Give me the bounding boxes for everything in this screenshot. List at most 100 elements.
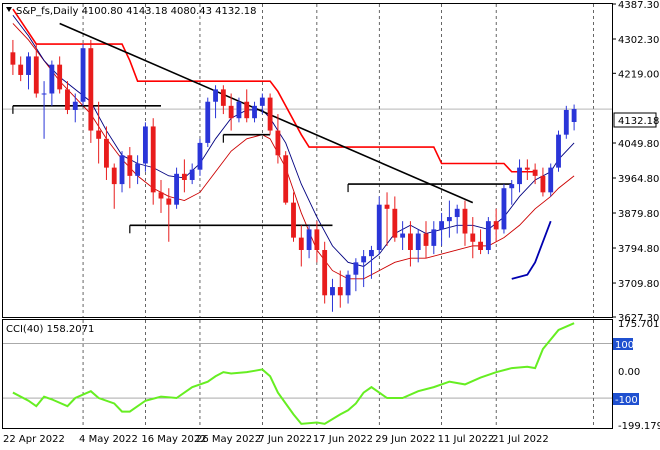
symbol-header: S&P_fs,Daily 4100.80 4143.18 4080.43 413… (16, 6, 257, 17)
candle-body (174, 173, 179, 205)
candle-body (158, 192, 164, 199)
candle-body (524, 167, 530, 170)
cci-badge-100-label: 100 (615, 340, 634, 351)
last-price-label: 4132.18 (618, 116, 659, 127)
price-tick-label: 4387.30 (618, 0, 659, 11)
time-label: 17 Jun 2022 (313, 434, 373, 445)
price-tick-label: 3879.80 (618, 209, 659, 220)
signal-line (511, 220, 552, 280)
candle-body (548, 167, 554, 193)
cci-label: CCI(40) 158.2071 (6, 324, 94, 335)
price-tick-label: 3709.80 (618, 279, 659, 290)
candle-body (135, 163, 141, 176)
price-tick-label: 3627.30 (618, 313, 659, 324)
candle-body (127, 155, 133, 176)
candle-body (220, 89, 226, 106)
candle-body (244, 101, 250, 119)
time-label: 16 May 2022 (141, 434, 206, 445)
candle-body (213, 89, 218, 102)
time-label: 21 Jul 2022 (492, 434, 549, 445)
candle-body (493, 221, 499, 230)
candle-body (361, 256, 367, 263)
candle-body (65, 89, 70, 110)
candle-body (10, 52, 16, 65)
candle-body (283, 155, 289, 203)
candle-body (236, 101, 242, 119)
time-label: 11 Jul 2022 (438, 434, 495, 445)
cci-badge-100 (613, 338, 633, 350)
candle-body (189, 169, 195, 180)
candle-body (408, 233, 413, 250)
candle-body (501, 188, 507, 230)
candle-body (252, 105, 257, 119)
candle-body (228, 105, 234, 119)
candle-body (532, 169, 538, 176)
candle-body (353, 262, 359, 275)
candle-body (181, 173, 187, 180)
candle-body (49, 64, 55, 94)
candle-body (26, 56, 31, 75)
candle-body (376, 204, 382, 250)
candle-body (267, 97, 273, 131)
time-label: 4 May 2022 (79, 434, 138, 445)
candle-body (298, 237, 304, 250)
price-tick-label: 3964.80 (618, 174, 659, 185)
time-label: 29 Jun 2022 (375, 434, 435, 445)
candle-body (509, 184, 515, 189)
candle-body (470, 233, 476, 242)
candle-body (431, 229, 437, 246)
candle-body (306, 229, 312, 250)
candle-body (259, 97, 265, 106)
cci-tick-label: -199.1796 (618, 421, 660, 432)
candle-body (478, 241, 483, 250)
cci-badge-minus100 (613, 393, 639, 405)
candle-body (384, 204, 390, 209)
candle-body (485, 221, 491, 250)
candle-body (41, 93, 47, 95)
candle-body (72, 101, 78, 110)
candlesticks (10, 39, 577, 312)
candle-body (150, 126, 156, 193)
candle-body (556, 134, 561, 168)
price-tick-label: 4302.30 (618, 35, 659, 46)
candle-body (517, 167, 522, 185)
time-label: 26 May 2022 (196, 434, 261, 445)
indicator-lines (12, 8, 575, 280)
candle-body (314, 229, 320, 250)
candle-body (291, 202, 296, 238)
candle-body (540, 175, 546, 193)
candle-body (571, 109, 577, 122)
candle-body (96, 130, 102, 139)
last-price-badge (613, 112, 657, 128)
cci-tick-label: 175.7017 (618, 319, 660, 330)
price-tick-label: 3794.80 (618, 244, 659, 255)
candle-body (88, 48, 94, 131)
price-panel-frame (2, 3, 613, 318)
candle-body (275, 130, 281, 156)
ma-slow-line (12, 23, 575, 280)
candle-body (111, 167, 117, 185)
price-tick-label: 4219.00 (618, 69, 659, 80)
candle-body (57, 64, 63, 90)
resistance-step-line (12, 8, 536, 173)
candle-body (322, 249, 328, 296)
candle-body (369, 249, 374, 257)
time-label: 7 Jun 2022 (258, 434, 312, 445)
candle-body (415, 233, 421, 250)
candle-body (197, 142, 203, 170)
cci-badge-minus100-label: -100 (615, 395, 638, 406)
candle-body (462, 208, 468, 234)
candle-body (142, 126, 148, 164)
candle-body (392, 208, 398, 238)
candle-body (400, 233, 406, 238)
candle-body (166, 198, 172, 205)
grid-lines (3, 4, 612, 428)
candle-body (423, 233, 429, 246)
candle-body (119, 155, 125, 185)
price-tick-label: 4049.80 (618, 139, 659, 150)
time-label: 22 Apr 2022 (3, 434, 65, 445)
candle-body (563, 109, 569, 135)
candle-body (330, 287, 335, 296)
